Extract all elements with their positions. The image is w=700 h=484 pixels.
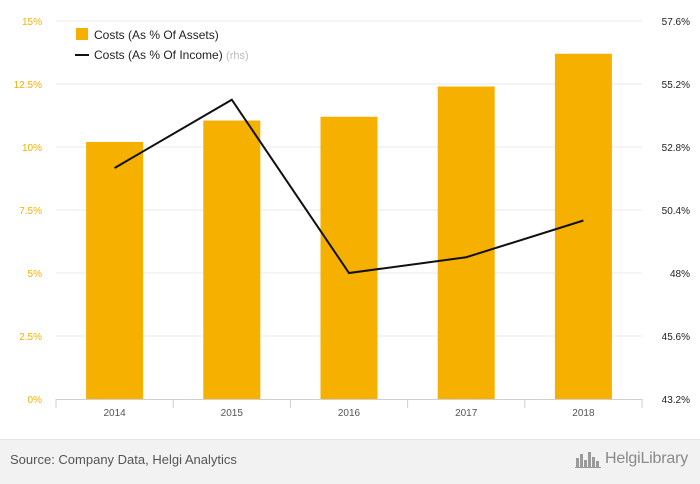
- combo-chart: 0% 2.5% 5% 7.5% 10% 12.5% 15% 43.2% 45.6% 48% 50.4…: [0, 0, 700, 439]
- legend-rhs-tag: (rhs): [226, 50, 249, 62]
- right-axis-tick-label: 52.8%: [662, 143, 690, 154]
- left-axis-tick-label: 0%: [28, 395, 43, 406]
- logo-text-library: Library: [640, 450, 688, 467]
- left-axis-tick-label: 2.5%: [19, 332, 42, 343]
- legend-label-assets: Costs (As % Of Assets): [94, 28, 219, 42]
- right-axis-tick-label: 48%: [670, 269, 690, 280]
- source-note: Source: Company Data, Helgi Analytics: [10, 452, 237, 467]
- helgi-library-logo[interactable]: HelgiLibrary: [575, 450, 688, 468]
- right-axis-tick-label: 55.2%: [662, 80, 690, 91]
- right-axis-tick-label: 50.4%: [662, 206, 690, 217]
- right-axis-tick-label: 57.6%: [662, 17, 690, 28]
- logo-text-helgi: Helgi: [605, 450, 640, 467]
- x-axis-tick-label: 2018: [572, 408, 595, 419]
- left-axis-tick-label: 7.5%: [19, 206, 42, 217]
- bar: [321, 117, 378, 399]
- x-axis-tick-label: 2016: [338, 408, 361, 419]
- legend-label-income: Costs (As % Of Income) (rhs): [94, 48, 249, 62]
- x-axis-tick-label: 2015: [221, 408, 244, 419]
- footer: Source: Company Data, Helgi Analytics He…: [0, 439, 700, 484]
- x-axis-tick-label: 2014: [103, 408, 126, 419]
- x-axis-tick-label: 2017: [455, 408, 478, 419]
- helgi-skyline-icon: [575, 450, 601, 468]
- bar: [438, 87, 495, 399]
- right-axis-tick-label: 45.6%: [662, 332, 690, 343]
- right-axis-tick-label: 43.2%: [662, 395, 690, 406]
- left-axis-tick-label: 12.5%: [14, 80, 42, 91]
- bar: [86, 142, 143, 399]
- bar: [203, 121, 260, 399]
- left-axis-tick-label: 5%: [28, 269, 43, 280]
- legend-swatch-assets: [76, 28, 88, 40]
- left-axis-tick-label: 10%: [22, 143, 42, 154]
- left-axis-tick-label: 15%: [22, 17, 42, 28]
